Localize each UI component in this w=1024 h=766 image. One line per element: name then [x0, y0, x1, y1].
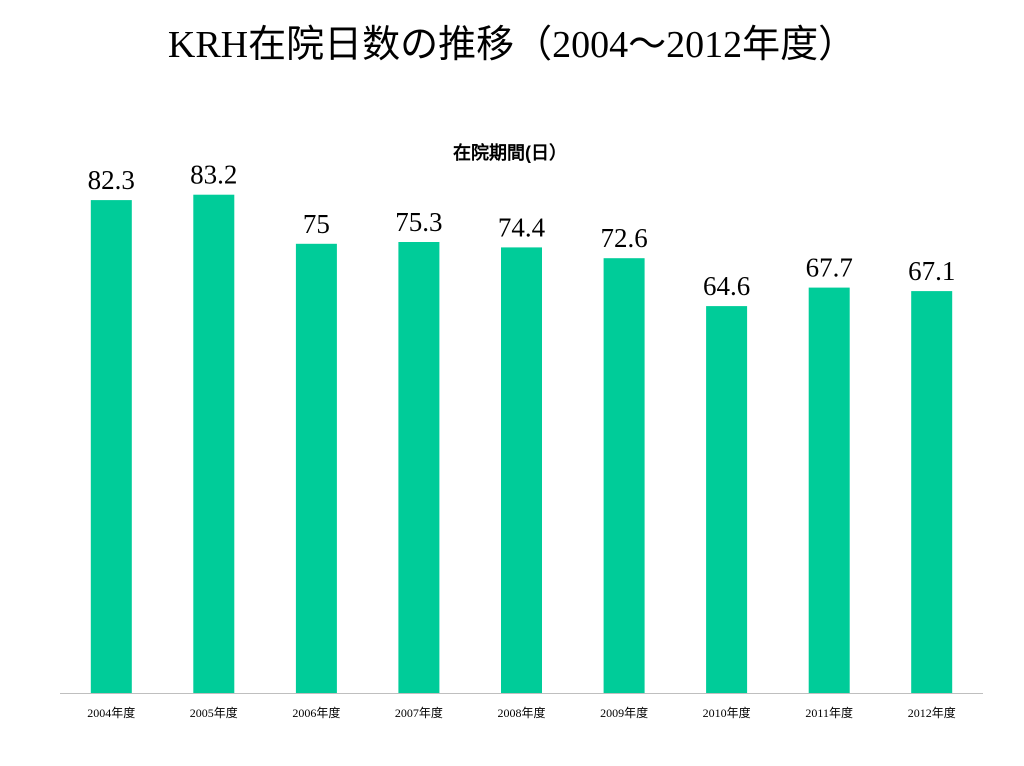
bar-2004 — [90, 200, 132, 693]
bar-2007 — [398, 242, 440, 693]
value-label-2009: 72.6 — [600, 223, 647, 253]
category-label-2005: 2005年度 — [190, 705, 238, 720]
value-label-2010: 64.6 — [703, 271, 750, 301]
bar-2012 — [911, 291, 953, 693]
value-label-2006: 75 — [303, 209, 330, 239]
value-label-2011: 67.7 — [806, 253, 853, 283]
value-label-2012: 67.1 — [908, 256, 955, 286]
category-label-2006: 2006年度 — [292, 705, 340, 720]
x-axis: 2004年度 2005年度 2006年度 2007年度 2008年度 2009年度 2010… — [60, 693, 983, 720]
value-label-2005: 83.2 — [190, 160, 237, 190]
category-label-2007: 2007年度 — [395, 705, 443, 720]
value-label-2004: 82.3 — [88, 165, 135, 195]
category-label-2008: 2008年度 — [497, 705, 545, 720]
category-label-2012: 2012年度 — [908, 705, 956, 720]
bar-2009 — [603, 258, 645, 693]
category-label-2009: 2009年度 — [600, 705, 648, 720]
bar-2008 — [501, 247, 542, 693]
category-label-2010: 2010年度 — [703, 705, 751, 720]
value-label-2007: 75.3 — [395, 207, 442, 237]
bar-2005 — [193, 194, 235, 693]
bar-2006 — [295, 243, 337, 694]
slide-title: KRH在院日数の推移（2004～2012年度） — [167, 24, 857, 66]
value-label-2008: 74.4 — [498, 212, 546, 242]
bar-2010 — [706, 306, 748, 693]
bar-2011 — [808, 287, 850, 693]
category-label-2004: 2004年度 — [87, 705, 135, 720]
bars-group — [90, 194, 953, 694]
category-label-2011: 2011年度 — [805, 705, 853, 720]
value-labels-group: 82.3 83.2 75 75.3 74.4 72.6 64.6 67.7 67.1 — [88, 160, 956, 301]
chart-title: 在院期間(日） — [453, 143, 567, 163]
